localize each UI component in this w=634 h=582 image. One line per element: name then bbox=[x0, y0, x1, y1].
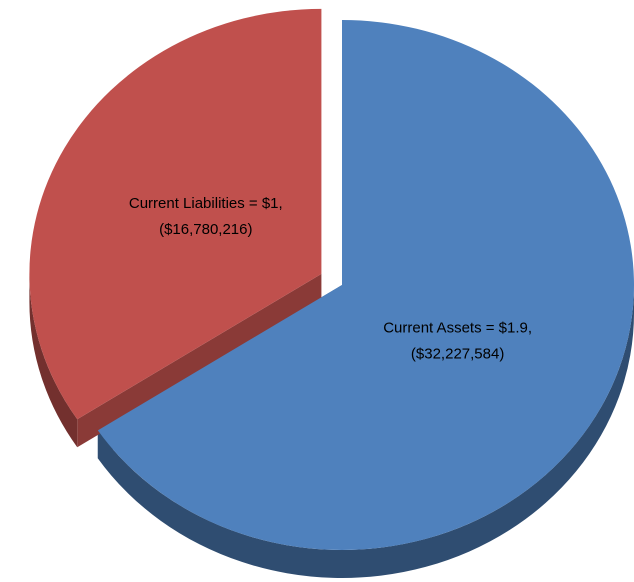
slice bbox=[29, 8, 322, 420]
slice-label: Current Assets = $1.9, bbox=[383, 320, 532, 337]
slice-value-label: ($32,227,584) bbox=[411, 346, 504, 363]
slice-label: Current Liabilities = $1, bbox=[129, 195, 283, 212]
slice-edge bbox=[77, 273, 322, 448]
slice bbox=[97, 20, 634, 551]
slice-value-label: ($16,780,216) bbox=[159, 221, 252, 238]
slice-side bbox=[29, 273, 78, 448]
